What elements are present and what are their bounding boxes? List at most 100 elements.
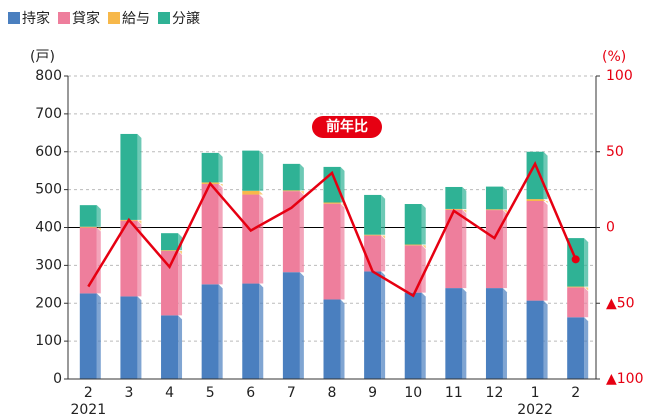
bar [364,271,382,379]
bar [323,203,341,300]
bar [404,204,422,245]
x-year-label: 2022 [517,402,553,418]
y2-tick-label: 100 [606,68,633,84]
bar [161,233,179,251]
bar [161,250,179,251]
bar-side [543,199,548,204]
bar-side [462,186,467,209]
bar [120,220,138,297]
bar-side [178,250,183,316]
bar [526,200,544,301]
x-tick-label: 3 [124,385,133,401]
y-tick-label: 500 [35,182,62,198]
y2-tick-label: 50 [606,144,624,160]
line [87,161,577,298]
bar-side [137,133,142,220]
annotation-box [312,116,382,138]
legend-label: 貸家 [72,10,100,27]
bar-side [259,283,264,379]
bar-side [259,194,264,284]
bar [242,190,260,195]
bar-side [96,205,101,227]
bar-side [218,284,223,379]
bar-side [299,163,304,191]
bar-side [502,186,507,210]
bar [282,190,300,192]
bar-side [381,194,386,235]
bar [323,202,341,204]
x-tick-label: 7 [287,385,296,401]
x-tick-label: 5 [206,385,215,401]
bar [201,183,219,285]
x-tick-label: 6 [246,385,255,401]
x-year-label: 2021 [70,402,106,418]
legend-swatch [158,12,170,24]
y-tick-label: 700 [35,106,62,122]
bar [79,205,97,227]
legend-label: 分譲 [172,11,200,27]
bar [79,293,97,379]
bar-side [421,292,426,379]
bar [242,283,260,379]
y-tick-label: 200 [35,295,62,311]
y2-axis-label: (%) [602,49,626,65]
bar [445,186,463,209]
bar-side [584,287,589,318]
bar [79,227,97,294]
x-tick-label: 11 [445,385,463,401]
y-tick-label: 300 [35,257,62,273]
x-tick-label: 12 [486,385,504,401]
y-tick-label: 0 [53,371,62,387]
bar-side [218,152,223,183]
bar-side [96,293,101,379]
bar-side [340,299,345,379]
bar [404,244,422,246]
x-tick-label: 4 [165,385,174,401]
y2-tick-label: ▲100 [606,371,644,387]
bar [242,150,260,191]
legend-swatch [108,12,120,24]
bar-side [381,234,386,239]
bar-side [584,286,589,291]
bar-side [421,244,426,249]
bar [282,163,300,191]
bar-side [462,208,467,213]
bar [567,286,585,288]
bar-side [178,250,183,255]
legend-swatch [8,12,20,24]
x-tick-label: 2 [84,385,93,401]
bar-side [259,150,264,191]
bar-side [96,227,101,294]
x-tick-label: 10 [404,385,422,401]
bar [201,284,219,379]
x-tick-label: 1 [531,385,540,401]
bar-side [96,226,101,231]
legend-label: 給与 [122,11,150,27]
bar-side [502,209,507,214]
bar [242,194,260,284]
bar-side [421,204,426,245]
x-tick-label: 9 [368,385,377,401]
bar [120,296,138,379]
bar [526,151,544,200]
bar-side [584,317,589,379]
bar-side [299,272,304,379]
bar-side [381,271,386,379]
line-end-marker [571,255,580,264]
bar [79,226,97,228]
x-tick-label: 2 [571,385,580,401]
bar-side [299,190,304,195]
y-tick-label: 100 [35,333,62,349]
bar [526,199,544,201]
bar-side [340,203,345,300]
bar [526,300,544,379]
bar-side [421,245,426,293]
bar [161,315,179,379]
bar-side [462,288,467,379]
bar [445,208,463,210]
annotation: 前年比 [326,118,368,135]
y-axis-label: (戸) [30,49,55,65]
bar [282,272,300,379]
bar-side [543,300,548,379]
